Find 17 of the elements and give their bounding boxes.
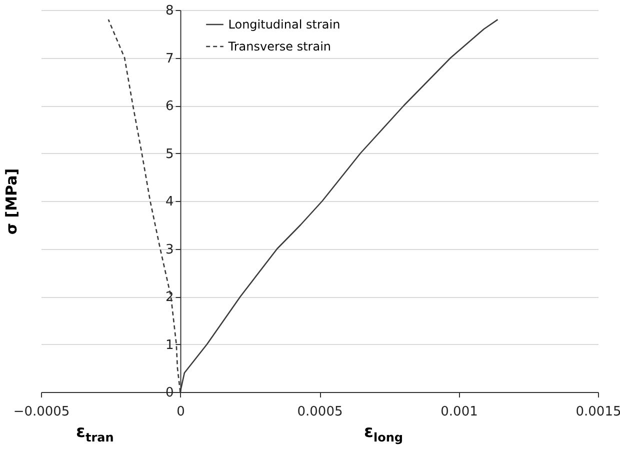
y-tick-label: 3 xyxy=(165,242,174,258)
y-tick-label: 8 xyxy=(165,4,174,18)
text: ε$_{tran}$ xyxy=(76,422,114,444)
y-tick-label: 7 xyxy=(165,51,174,66)
legend-label: Longitudinal strain xyxy=(228,18,340,32)
x-tick-label: 0 xyxy=(176,404,185,420)
y-tick-label: 5 xyxy=(165,146,174,162)
y-tick-label: 4 xyxy=(165,194,174,210)
y-tick-label: 1 xyxy=(165,338,174,353)
x-tick-label: 0.0005 xyxy=(297,404,343,420)
legend-label: Transverse strain xyxy=(227,40,332,54)
y-axis-title: σ [MPa] xyxy=(2,168,20,235)
y-tick-label: 6 xyxy=(165,99,174,114)
x-tick-label: 0.001 xyxy=(440,404,478,420)
x-axis-title: ε$_{long}$ xyxy=(364,422,404,444)
x-tick-label: −0.0005 xyxy=(13,404,70,420)
x-tick-label: 0.0015 xyxy=(576,404,620,420)
